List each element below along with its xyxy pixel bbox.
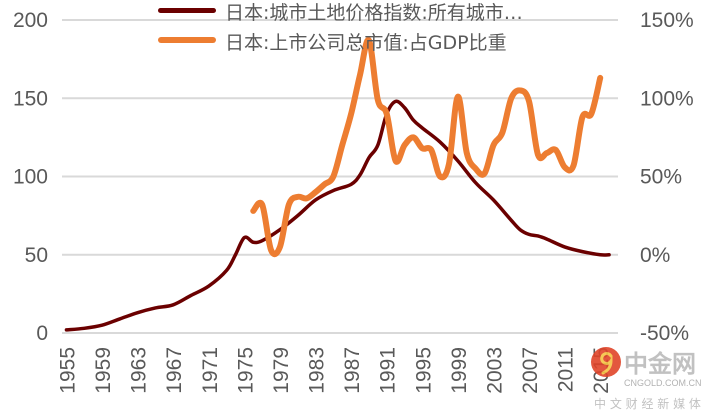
right-axis: -50% 0% 50% 100% 150% xyxy=(640,9,694,345)
watermark-slogan: 中 文 财 经 新 媒 体 xyxy=(594,396,701,411)
y2-tick-label: 100% xyxy=(640,87,694,110)
series-line-land-index xyxy=(64,99,611,332)
x-tick-label: 2003 xyxy=(483,347,506,394)
y2-tick-label: 50% xyxy=(640,166,682,189)
x-tick-label: 1999 xyxy=(448,347,471,394)
watermark-domain: CNGOLD.COM.CN xyxy=(624,378,702,388)
y-tick-label: 50 xyxy=(25,244,48,267)
x-tick-label: 1971 xyxy=(199,347,222,394)
gridlines xyxy=(62,19,618,334)
watermark-logo-icon xyxy=(591,347,621,377)
x-tick-label: 1995 xyxy=(412,347,435,394)
y-tick-label: 100 xyxy=(13,166,48,189)
legend: 日本:城市土地价格指数:所有城市… 日本:上市公司总市值:占GDP比重 xyxy=(158,2,523,54)
x-tick-label: 2007 xyxy=(519,347,542,394)
y2-tick-label: 150% xyxy=(640,9,694,32)
y2-tick-label: 0% xyxy=(640,244,670,267)
x-tick-label: 1987 xyxy=(341,347,364,394)
x-tick-label: 1991 xyxy=(377,347,400,394)
x-tick-label: 2011 xyxy=(555,347,578,392)
y-tick-label: 200 xyxy=(13,9,48,32)
y-tick-label: 0 xyxy=(36,322,48,345)
x-axis: 1955 1959 1963 1967 1971 1975 1979 1983 1987 1991… xyxy=(56,347,613,394)
x-tick-label: 1963 xyxy=(128,347,151,394)
x-tick-label: 1979 xyxy=(270,347,293,394)
x-tick-label: 1983 xyxy=(306,347,329,394)
series-line-market-cap xyxy=(250,37,604,258)
legend-line-market-cap xyxy=(158,37,216,43)
watermark-brand: 中金网 xyxy=(624,350,696,378)
x-tick-label: 1955 xyxy=(56,347,79,394)
legend-label-market-cap: 日本:上市公司总市值:占GDP比重 xyxy=(225,32,507,54)
y2-tick-label: -50% xyxy=(640,322,689,345)
legend-line-land-index xyxy=(158,8,216,13)
legend-label-land-index: 日本:城市土地价格指数:所有城市… xyxy=(225,2,523,24)
left-axis: 0 50 100 150 200 xyxy=(13,9,48,345)
watermark-logo: 中金网 CNGOLD.COM.CN 中 文 财 经 新 媒 体 xyxy=(591,347,702,411)
y-tick-label: 150 xyxy=(13,87,48,110)
series-lines xyxy=(64,37,611,332)
x-tick-label: 1975 xyxy=(234,347,257,394)
x-tick-label: 1967 xyxy=(163,347,186,394)
x-tick-label: 1959 xyxy=(92,347,115,394)
